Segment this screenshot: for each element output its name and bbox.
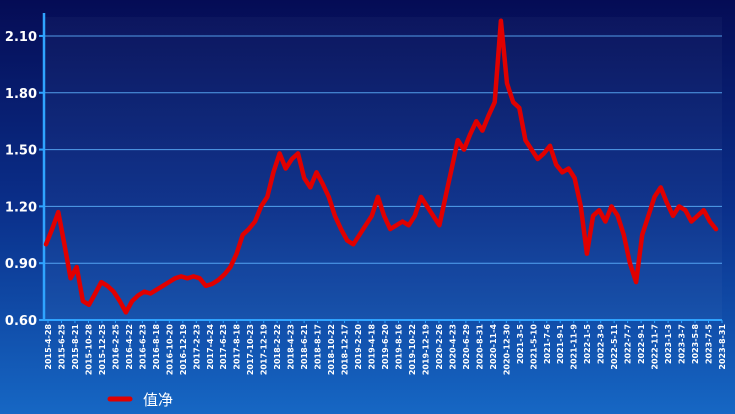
x-tick-label: 2021-5-10 — [529, 324, 538, 370]
x-tick-label: 2017-10-23 — [246, 324, 255, 375]
x-tick-label: 2015-6-25 — [57, 324, 66, 370]
x-tick-label: 2018-10-22 — [327, 324, 336, 375]
x-tick-label: 2019-4-18 — [368, 324, 377, 370]
x-tick-label: 2015-4-28 — [44, 324, 53, 370]
x-tick-label: 2018-4-23 — [287, 324, 296, 370]
x-tick-label: 2015-12-25 — [98, 324, 107, 376]
x-tick-label: 2022-11-7 — [651, 324, 660, 370]
x-tick-label: 2019-10-22 — [408, 324, 417, 375]
x-tick-label: 2022-3-9 — [597, 324, 606, 364]
y-tick-label: 0.60 — [5, 314, 37, 329]
x-tick-label: 2016-12-19 — [179, 324, 188, 376]
y-tick-label: 0.90 — [5, 257, 37, 272]
x-tick-label: 2016-4-22 — [125, 324, 134, 370]
x-tick-label: 2022-5-11 — [610, 324, 619, 370]
x-tick-label: 2020-8-31 — [475, 324, 484, 370]
x-tick-label: 2019-8-16 — [394, 324, 403, 370]
x-tick-label: 2016-6-23 — [138, 324, 147, 370]
x-tick-label: 2017-4-24 — [206, 324, 215, 370]
x-tick-label: 2023-1-3 — [664, 324, 673, 364]
x-tick-label: 2016-8-18 — [152, 324, 161, 370]
y-tick-label: 1.50 — [5, 144, 37, 159]
x-tick-label: 2021-9-1 — [556, 324, 565, 364]
x-tick-label: 2021-7-6 — [543, 324, 552, 364]
x-tick-label: 2017-6-23 — [219, 324, 228, 370]
x-tick-label: 2020-2-26 — [435, 324, 444, 370]
x-tick-label: 2021-3-5 — [516, 324, 525, 364]
x-tick-label: 2016-10-20 — [165, 324, 174, 376]
x-tick-label: 2018-6-21 — [300, 324, 309, 370]
x-tick-label: 2017-2-23 — [192, 324, 201, 370]
x-tick-label: 2019-12-19 — [421, 324, 430, 376]
x-tick-label: 2019-2-20 — [354, 324, 363, 370]
x-tick-label: 2021-11-9 — [570, 324, 579, 370]
y-tick-label: 2.10 — [5, 30, 37, 45]
x-tick-label: 2017-8-18 — [233, 324, 242, 370]
x-tick-label: 2015-10-28 — [84, 324, 93, 376]
plot-area — [44, 17, 722, 320]
x-tick-label: 2019-6-20 — [381, 324, 390, 370]
x-tick-label: 2022-7-7 — [624, 324, 633, 364]
x-tick-label: 2023-7-5 — [705, 324, 714, 364]
y-tick-label: 1.20 — [5, 200, 37, 215]
x-tick-label: 2020-11-4 — [489, 324, 498, 370]
x-tick-label: 2015-8-21 — [71, 324, 80, 370]
x-tick-label: 2018-12-17 — [341, 324, 350, 375]
x-tick-label: 2018-8-17 — [314, 324, 323, 370]
x-tick-label: 2023-8-31 — [718, 324, 727, 370]
x-tick-label: 2017-12-19 — [260, 324, 269, 376]
x-tick-label: 2022-1-5 — [583, 324, 592, 364]
x-tick-label: 2020-12-30 — [502, 324, 511, 376]
x-tick-label: 2020-6-29 — [462, 324, 471, 370]
x-tick-label: 2023-5-8 — [691, 324, 700, 364]
legend-label: 值净 — [143, 391, 173, 409]
series-line-值净 — [43, 18, 719, 315]
x-tick-label: 2020-4-23 — [448, 324, 457, 370]
x-tick-label: 2022-9-1 — [637, 324, 646, 364]
y-tick-label: 1.80 — [5, 87, 37, 102]
x-tick-label: 2018-2-22 — [273, 324, 282, 370]
x-tick-label: 2016-2-25 — [111, 324, 120, 370]
x-tick-label: 2023-3-7 — [678, 324, 687, 364]
